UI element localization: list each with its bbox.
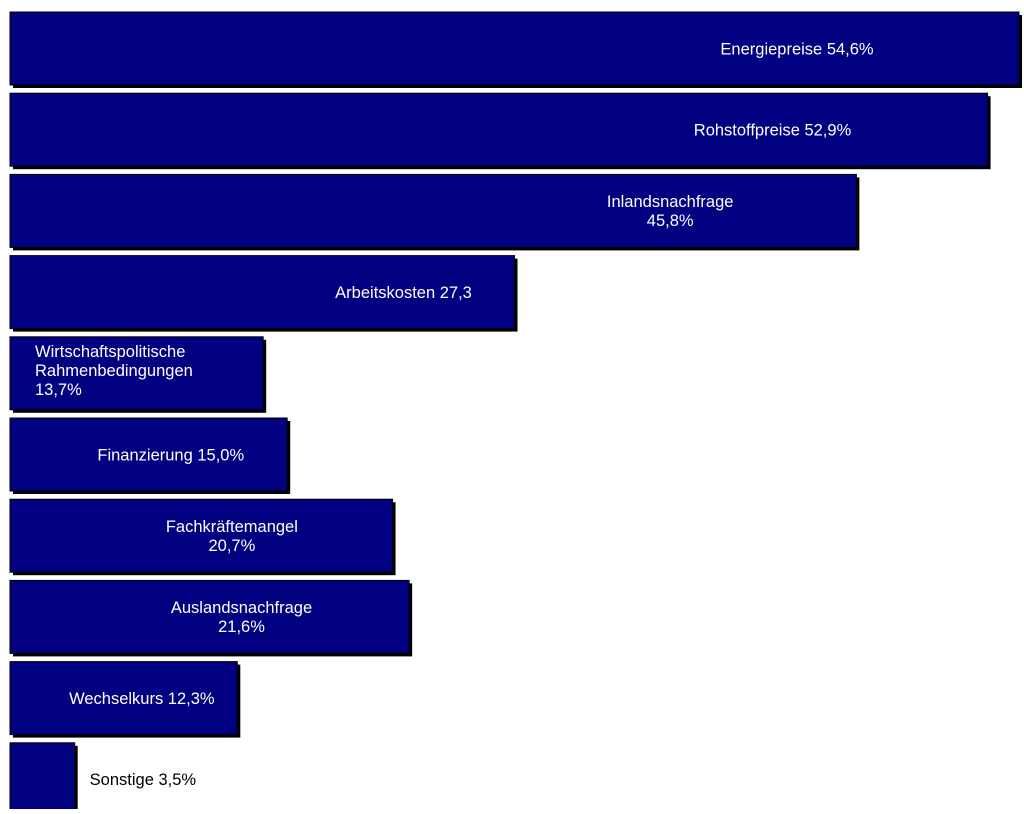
bar-label-9: Wechselkurs 12,3% [69, 690, 215, 708]
bar-6 [9, 417, 288, 492]
bar-3 [9, 173, 857, 248]
bar-label-8: Auslandsnachfrage 21,6% [171, 599, 312, 636]
bar-1 [9, 11, 1020, 86]
bar-8 [9, 579, 410, 654]
bar-5 [9, 336, 264, 411]
bar-10 [9, 742, 76, 814]
bar-7 [9, 498, 394, 573]
bars-layer [9, 11, 1022, 814]
bar-label-3: Inlandsnachfrage 45,8% [607, 193, 734, 230]
bar-label-4: Arbeitskosten 27,3 [335, 284, 472, 302]
bar-label-6: Finanzierung 15,0% [97, 446, 244, 464]
bar-label-5: Wirtschaftspolitische Rahmenbedingungen 13… [35, 343, 193, 399]
bar-label-7: Fachkräftemangel 20,7% [166, 518, 298, 555]
bar-label-10: Sonstige 3,5% [90, 771, 197, 789]
bar-9 [9, 661, 238, 736]
labels-layer: Energiepreise 54,6% Rohstoffpreise 52,9% I… [35, 40, 874, 789]
bar-4 [9, 255, 515, 330]
bar-2 [9, 92, 989, 167]
bar-label-2: Rohstoffpreise 52,9% [694, 121, 852, 139]
bar-label-1: Energiepreise 54,6% [720, 40, 874, 58]
